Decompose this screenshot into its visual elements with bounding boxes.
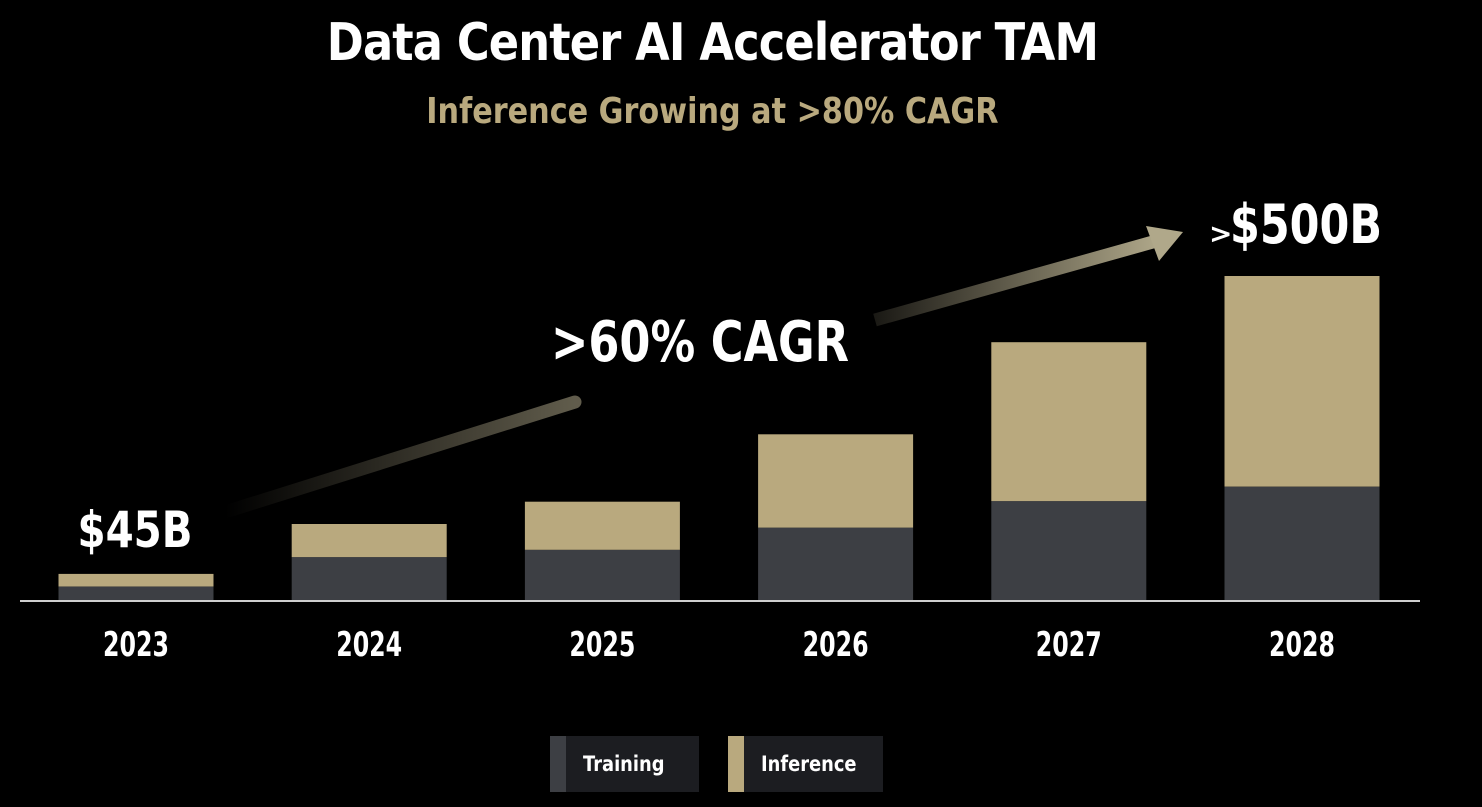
legend-training: Training [550, 736, 699, 792]
x-tick-label-2023: 2023 [103, 625, 169, 665]
bar-training-2024 [291, 557, 447, 601]
trend-arrow-head [1146, 226, 1183, 261]
legend-inference-swatch [728, 736, 744, 792]
legend-inference-label: Inference [761, 752, 857, 776]
chart-title: Data Center AI Accelerator TAM [326, 13, 1099, 73]
bar-training-2025 [524, 549, 680, 601]
bar-inference-2025 [524, 501, 680, 550]
bar-training-2026 [758, 527, 914, 601]
bar-inference-2028 [1224, 276, 1380, 487]
bar-inference-2026 [758, 434, 914, 528]
x-tick-label-2027: 2027 [1036, 625, 1102, 665]
x-tick-label-2024: 2024 [336, 625, 402, 665]
bar-training-2027 [991, 501, 1147, 601]
legend-training-label: Training [583, 752, 665, 776]
bar-inference-2027 [991, 342, 1147, 502]
bar-training-2023 [58, 586, 214, 601]
legend-training-swatch [550, 736, 566, 792]
trend-arrow-shaft [873, 233, 1162, 327]
bar-inference-2023 [58, 573, 214, 587]
x-tick-label-2026: 2026 [803, 625, 869, 665]
trend-arrow-tail [218, 395, 582, 519]
end-value-label: $500B [1230, 193, 1382, 256]
chart-subtitle: Inference Growing at >80% CAGR [426, 91, 999, 132]
bar-training-2028 [1224, 486, 1380, 601]
bar-inference-2024 [291, 524, 447, 558]
cagr-label: >60% CAGR [551, 310, 849, 375]
end-prefix-label: > [1209, 217, 1232, 250]
start-value-label: $45B [78, 501, 193, 559]
x-tick-label-2028: 2028 [1269, 625, 1335, 665]
legend-inference: Inference [728, 736, 883, 792]
x-tick-label-2025: 2025 [569, 625, 635, 665]
